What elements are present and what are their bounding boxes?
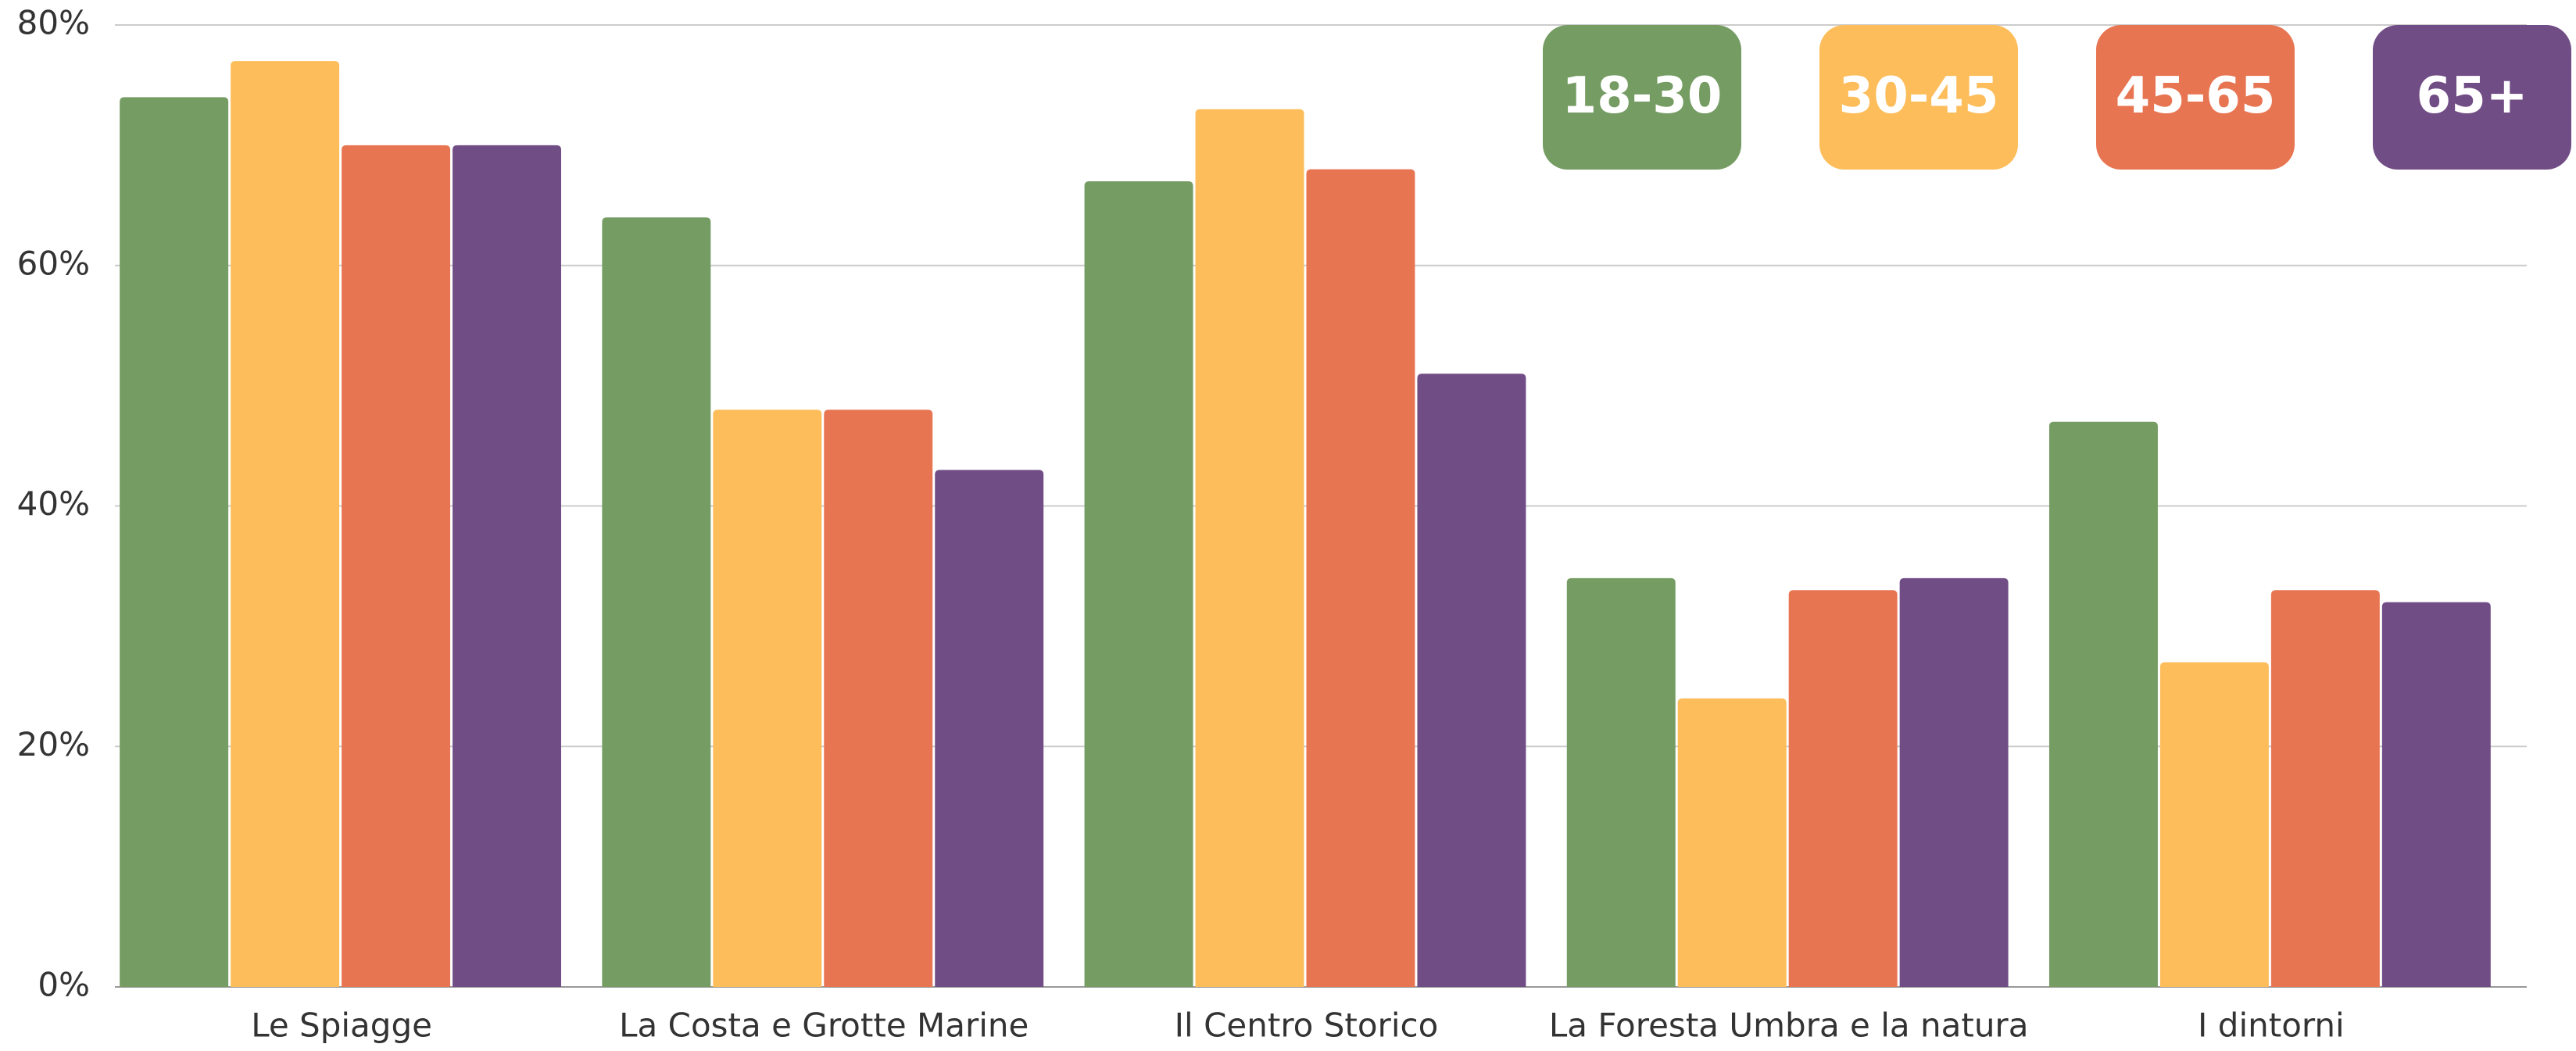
bar: [2048, 421, 2158, 987]
bar: [1566, 577, 1676, 987]
bar: [1084, 181, 1193, 988]
y-tick-label: 0%: [38, 966, 90, 1004]
bar: [120, 97, 229, 988]
bar: [2159, 662, 2269, 987]
bar: [1195, 109, 1304, 987]
bar: [935, 470, 1044, 987]
y-tick-label: 40%: [17, 484, 90, 523]
bar: [231, 61, 340, 988]
bar: [1899, 577, 2009, 987]
legend-label: 45-65: [2116, 67, 2276, 125]
y-tick-label: 20%: [17, 725, 90, 763]
bar: [1788, 590, 1898, 987]
bar: [1306, 169, 1415, 987]
bar: [713, 409, 822, 987]
legend-swatch: [2373, 25, 2571, 170]
bar: [824, 409, 933, 987]
bar: [602, 217, 711, 987]
bar: [2270, 590, 2380, 987]
bar: [2381, 602, 2491, 987]
x-tick-label: Le Spiagge: [251, 1006, 432, 1045]
legend-label: 65+: [2417, 67, 2528, 125]
bar: [1417, 374, 1526, 987]
bar: [453, 145, 561, 987]
legend-swatch: [2096, 25, 2295, 170]
legend-label: 18-30: [1562, 67, 1723, 125]
bar: [342, 145, 451, 987]
x-tick-label: Il Centro Storico: [1175, 1006, 1439, 1045]
y-tick-label: 80%: [17, 4, 90, 42]
x-tick-label: La Foresta Umbra e la natura: [1549, 1006, 2029, 1045]
x-tick-label: La Costa e Grotte Marine: [619, 1006, 1029, 1045]
y-tick-label: 60%: [17, 244, 90, 282]
x-tick-label: I dintorni: [2198, 1006, 2345, 1045]
legend-swatch: [1543, 25, 1741, 170]
legend-swatch: [1819, 25, 2018, 170]
bar: [1677, 698, 1787, 987]
legend-label: 30-45: [1839, 67, 1999, 125]
